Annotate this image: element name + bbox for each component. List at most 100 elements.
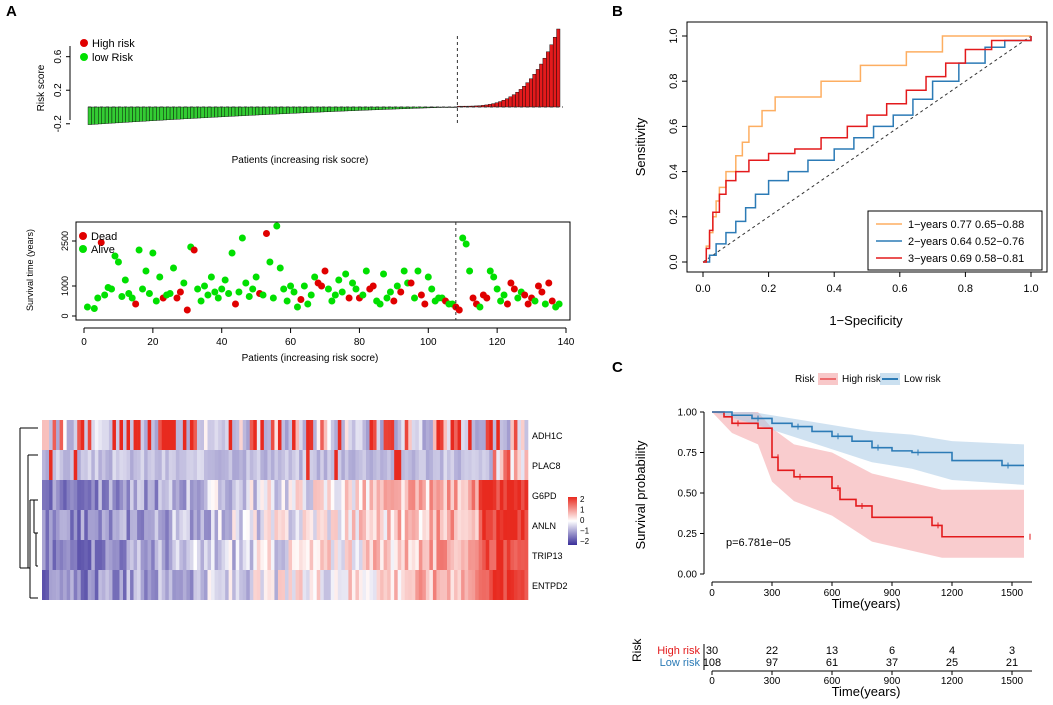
survival-point [411,294,419,302]
heatmap-cell [59,420,64,450]
heatmap-cell [401,480,406,510]
heatmap-cell [408,510,413,540]
km-x-tick-label: 300 [764,588,781,599]
heatmap-cell [468,540,472,570]
panel-label-a: A [6,3,17,20]
risk-bar [159,106,164,121]
survival-point [541,300,549,308]
heatmap-cell [256,450,261,480]
heatmap-cell [45,480,50,510]
heatmap-cell [285,510,289,540]
heatmap-cell [337,570,342,600]
heatmap-cell [309,420,314,450]
risk-bar [426,106,431,109]
risk-bar [286,106,290,114]
heatmap-cell [165,540,170,570]
heatmap-cell [182,540,187,570]
survival-point [221,276,229,284]
heatmap-cell [366,570,370,600]
risk-bar [156,106,161,121]
risk-bar [529,78,533,108]
heatmap-cell [429,450,434,480]
risk-bar [241,106,246,116]
risk-bar [546,51,550,108]
heatmap-cell [274,450,279,480]
risk-y-label: Risk score [36,64,47,111]
heatmap-cell [454,570,458,600]
heatmap-cell [246,420,251,450]
heatmap-cell [366,450,370,480]
survival-point [139,285,147,293]
heatmap-cell [49,540,53,570]
heatmap-cell [320,480,325,510]
heatmap-cell [425,480,430,510]
heatmap-cell [228,540,233,570]
heatmap-cell [397,420,402,450]
legend-low-risk-label: low Risk [92,52,133,64]
risk-table-value: 4 [949,645,955,657]
heatmap-cell [221,420,226,450]
heatmap-gene-label: ADH1C [532,431,563,441]
heatmap-cell [98,570,103,600]
heatmap-cell [175,570,180,600]
heatmap-cell [506,510,511,540]
heatmap-cell [232,480,236,510]
km-legend-low-label: Low risk [904,374,942,385]
heatmap-cell [418,450,423,480]
heatmap-cell [337,540,342,570]
survival-point [183,306,191,314]
heatmap-cell [186,420,191,450]
heatmap-key-tick: −2 [580,537,590,546]
heatmap-cell [270,480,275,510]
heatmap-cell [299,540,303,570]
heatmap-cell [461,510,465,540]
survival-point [201,282,208,290]
heatmap-cell [270,570,275,600]
heatmap-cell [45,450,50,480]
heatmap-cell [123,450,127,480]
heatmap-cell [151,540,155,570]
heatmap-cell [158,570,163,600]
heatmap-gene-label: ANLN [532,521,556,531]
heatmap-cell [341,540,346,570]
heatmap-cell [182,570,187,600]
heatmap-cell [327,540,332,570]
heatmap-cell [172,420,177,450]
heatmap-cell [351,450,356,480]
heatmap-cell [189,540,194,570]
risk-bar [275,106,280,115]
roc-y-tick-label: 0.4 [668,164,680,179]
survival-point [483,294,491,302]
survival-point [121,276,129,284]
heatmap-cell [112,450,117,480]
heatmap-cell [94,450,99,480]
heatmap-cell [84,480,89,510]
heatmap-cell [450,450,455,480]
heatmap-cell [447,570,451,600]
heatmap-cell [503,540,508,570]
heatmap-cell [517,480,522,510]
heatmap-cell [59,510,64,540]
survival-point [455,306,463,314]
heatmap-cell [320,420,325,450]
heatmap-cell [161,480,166,510]
heatmap-cell [299,450,303,480]
heatmap-cell [260,450,265,480]
heatmap-cell [165,450,170,480]
survival-point [152,297,160,305]
heatmap-cell [496,540,501,570]
heatmap-cell [63,510,67,540]
km-p-value: p=6.781e−05 [726,537,791,549]
risk-bar [180,106,184,120]
heatmap-cell [344,510,349,540]
survival-point [514,294,522,302]
heatmap-cell [172,540,177,570]
risk-bar [525,82,530,108]
heatmap-cell [348,540,353,570]
heatmap-cell [186,570,191,600]
survival-y-tick-label: 1000 [60,276,70,296]
survival-point [135,246,143,254]
risk-x-label: Patients (increasing risk socre) [232,155,369,166]
survival-point [197,297,205,305]
heatmap-cell [496,450,501,480]
